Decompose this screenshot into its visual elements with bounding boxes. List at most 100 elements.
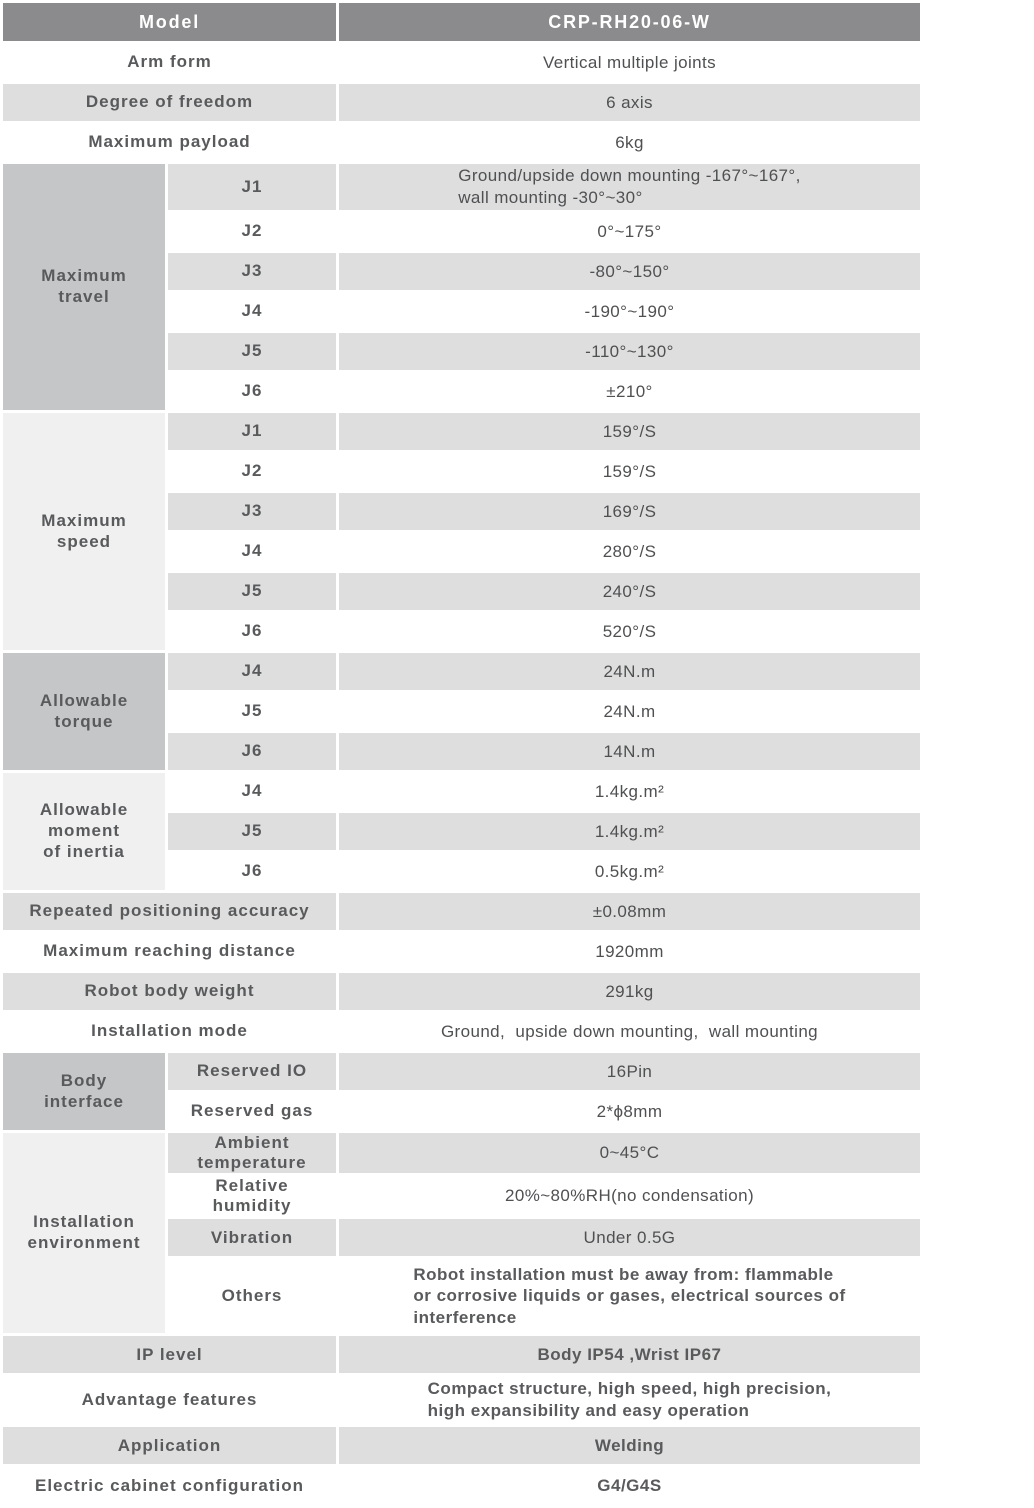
sub-label: Ambient temperature [168, 1133, 336, 1174]
model-value-cell: CRP-RH20-06-W [339, 3, 920, 41]
table-row: J6 ±210° [3, 373, 920, 410]
row-label: Maximum payload [88, 132, 251, 152]
row-value-text: 14N.m [603, 741, 656, 761]
row-value: 16Pin [339, 1053, 920, 1090]
sub-label: J1 [168, 164, 336, 210]
table-row: Electric cabinet configuration G4/G4S [3, 1467, 920, 1504]
row-label: Repeated positioning accuracy [3, 893, 336, 930]
row-value: Body IP54 ,Wrist IP67 [339, 1336, 920, 1374]
table-row: Body interface Reserved IO 16Pin [3, 1053, 920, 1130]
row-value: Under 0.5G [339, 1219, 920, 1257]
row-value-text: 6 axis [606, 92, 653, 112]
row-value: 240°/S [339, 573, 920, 610]
table-row: J4 -190°~190° [3, 293, 920, 330]
table-row: Allowable torque J4 24N.m [3, 653, 920, 770]
sub-label: J6 [168, 733, 336, 770]
table-row: Relative humidity 20%~80%RH(no condensati… [3, 1176, 920, 1216]
table-row: Arm form Vertical multiple joints [3, 44, 920, 81]
row-value: 159°/S [339, 453, 920, 490]
table-row: J5 240°/S [3, 573, 920, 610]
row-label: Robot body weight [3, 973, 336, 1010]
row-value-text: 1.4kg.m² [594, 821, 665, 841]
table-row: Degree of freedom 6 axis [3, 84, 920, 121]
table-row: Maximum reaching distance 1920mm [3, 933, 920, 970]
row-value: Welding [339, 1427, 920, 1465]
table-row: J4 280°/S [3, 533, 920, 570]
row-value-text: 169°/S [602, 501, 657, 521]
table-row: J3 -80°~150° [3, 253, 920, 290]
sub-label: J2 [241, 461, 263, 481]
row-value: 280°/S [339, 533, 920, 570]
row-value: 24N.m [339, 653, 920, 690]
sub-label: Relative humidity [212, 1176, 292, 1216]
sub-label: J5 [168, 573, 336, 610]
table-row: J5 1.4kg.m² [3, 813, 920, 850]
row-value-text: Ground/upside down mounting -167°~167°, … [458, 166, 801, 207]
row-value: 291kg [339, 973, 920, 1010]
row-value-text: 24N.m [603, 701, 656, 721]
row-value-text: Welding [594, 1435, 665, 1455]
row-value: 20%~80%RH(no condensation) [339, 1176, 920, 1216]
row-value-text: 0~45°C [599, 1143, 660, 1163]
group-label: Allowable moment of inertia [3, 773, 165, 890]
table-row: Installation mode Ground, upside down mou… [3, 1013, 920, 1050]
sub-label: J6 [241, 621, 263, 641]
row-label: Maximum reaching distance [43, 941, 296, 961]
row-value-text: Ground, upside down mounting, wall mount… [440, 1021, 819, 1041]
row-value: 6 axis [339, 84, 920, 121]
row-value: 159°/S [339, 413, 920, 450]
model-header-row: Model CRP-RH20-06-W [3, 3, 920, 41]
table-row: J3 169°/S [3, 493, 920, 530]
sub-label: J4 [241, 781, 263, 801]
row-label: Degree of freedom [3, 84, 336, 121]
row-value-text: Vertical multiple joints [542, 52, 717, 72]
sub-label: Reserved gas [190, 1101, 314, 1121]
row-value-text: 280°/S [602, 541, 657, 561]
table-row: Repeated positioning accuracy ±0.08mm [3, 893, 920, 930]
table-row: J6 520°/S [3, 613, 920, 650]
table-row: J6 14N.m [3, 733, 920, 770]
row-label: Electric cabinet configuration [35, 1475, 304, 1495]
row-value-text: Body IP54 ,Wrist IP67 [537, 1344, 722, 1364]
table-row: Others Robot installation must be away fr… [3, 1259, 920, 1333]
row-value: 0°~175° [339, 213, 920, 250]
row-value-text: 159°/S [602, 461, 657, 481]
row-value: 14N.m [339, 733, 920, 770]
row-value-text: 16Pin [606, 1061, 653, 1081]
sub-label: Others [221, 1286, 283, 1306]
row-value: Ground/upside down mounting -167°~167°, … [339, 164, 920, 210]
sub-label: J1 [168, 413, 336, 450]
row-value-text: 240°/S [602, 581, 657, 601]
row-value: 0~45°C [339, 1133, 920, 1174]
table-row: IP level Body IP54 ,Wrist IP67 [3, 1336, 920, 1374]
row-label: Arm form [127, 52, 212, 72]
row-value: 24N.m [339, 693, 920, 730]
sub-label: J6 [241, 861, 263, 881]
table-row: Maximum payload 6kg [3, 124, 920, 161]
row-value-text: 159°/S [602, 421, 657, 441]
table-row: J5 -110°~130° [3, 333, 920, 370]
row-value: 1920mm [339, 933, 920, 970]
sub-label: J4 [241, 301, 263, 321]
row-label: Application [3, 1427, 336, 1465]
row-value: Vertical multiple joints [339, 44, 920, 81]
row-value-text: 0.5kg.m² [594, 861, 665, 881]
row-value: 1.4kg.m² [339, 813, 920, 850]
row-value-text: 520°/S [602, 621, 657, 641]
row-value: G4/G4S [339, 1467, 920, 1504]
table-row: Vibration Under 0.5G [3, 1219, 920, 1257]
row-value-text: Robot installation must be away from: fl… [413, 1264, 846, 1328]
row-label: Advantage features [81, 1390, 258, 1410]
row-value-text: -80°~150° [589, 261, 670, 281]
group-label: Body interface [3, 1053, 165, 1130]
row-value: Robot installation must be away from: fl… [339, 1259, 920, 1333]
group-label: Maximum travel [3, 164, 165, 410]
row-value: 0.5kg.m² [339, 853, 920, 890]
row-value: Ground, upside down mounting, wall mount… [339, 1013, 920, 1050]
row-value: 520°/S [339, 613, 920, 650]
row-value-text: 20%~80%RH(no condensation) [504, 1186, 755, 1206]
row-value-text: 0°~175° [597, 221, 662, 241]
row-value-text: 2*ϕ8mm [596, 1101, 663, 1121]
group-label: Allowable torque [3, 653, 165, 770]
